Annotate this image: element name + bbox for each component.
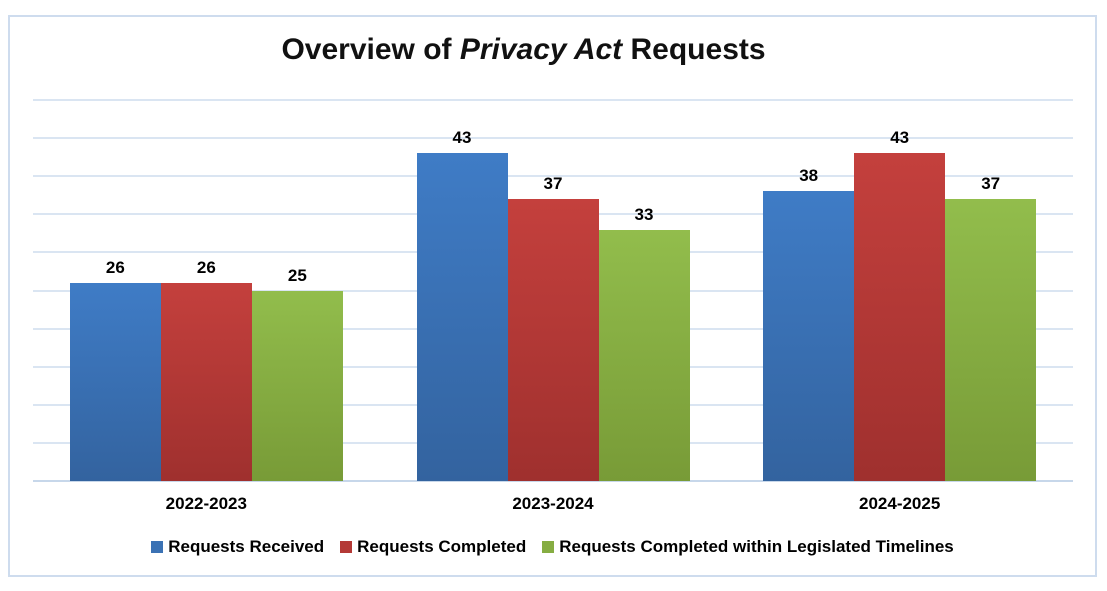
gridline	[33, 99, 1073, 101]
legend: Requests Received Requests Completed Reque…	[8, 537, 1097, 557]
chart-title-italic: Privacy Act	[459, 33, 623, 66]
chart-title: Overview of Privacy Act Requests	[8, 33, 1097, 67]
x-axis-line	[33, 480, 1073, 482]
data-label: 43	[452, 128, 472, 148]
x-axis-label-2023-2024: 2023-2024	[512, 494, 594, 513]
data-label: 26	[196, 257, 216, 277]
legend-label: Requests Completed within Legislated Tim…	[559, 537, 954, 556]
legend-label: Requests Received	[168, 537, 325, 556]
data-label: 37	[981, 174, 1001, 194]
bar-2024-2025-series-1	[763, 191, 855, 481]
data-label: 33	[634, 204, 654, 224]
data-label: 26	[105, 257, 125, 277]
bar-2023-2024-series-2	[507, 199, 599, 481]
legend-label: Requests Completed	[357, 537, 527, 556]
data-label: 43	[890, 128, 910, 148]
gridline	[33, 175, 1073, 178]
bar-2022-2023-series-3	[251, 290, 343, 481]
data-label: 25	[287, 265, 307, 285]
plot-area: 26 26 25 43 37 33 38 43 37	[33, 99, 1073, 482]
legend-swatch-icon	[340, 541, 353, 553]
bar-2024-2025-series-3	[945, 199, 1037, 481]
data-label: 37	[543, 174, 563, 194]
chart-title-prefix: Overview of	[281, 33, 460, 66]
bar-2023-2024-series-1	[416, 153, 508, 481]
x-axis-label-2022-2023: 2022-2023	[165, 494, 247, 513]
bar-2022-2023-series-1	[69, 282, 161, 481]
bar-2023-2024-series-3	[598, 229, 690, 481]
legend-swatch-icon	[542, 541, 555, 553]
x-axis-label-2024-2025: 2024-2025	[859, 494, 941, 513]
legend-item-1: Requests Received	[151, 537, 324, 557]
legend-item-3: Requests Completed within Legislated Tim…	[542, 537, 954, 557]
chart-title-suffix: Requests	[622, 33, 766, 66]
legend-item-2: Requests Completed	[340, 537, 526, 557]
data-label: 38	[799, 166, 819, 186]
bar-2022-2023-series-2	[160, 282, 252, 481]
gridline	[33, 137, 1073, 140]
legend-swatch-icon	[151, 541, 164, 553]
bar-2024-2025-series-2	[854, 153, 946, 481]
